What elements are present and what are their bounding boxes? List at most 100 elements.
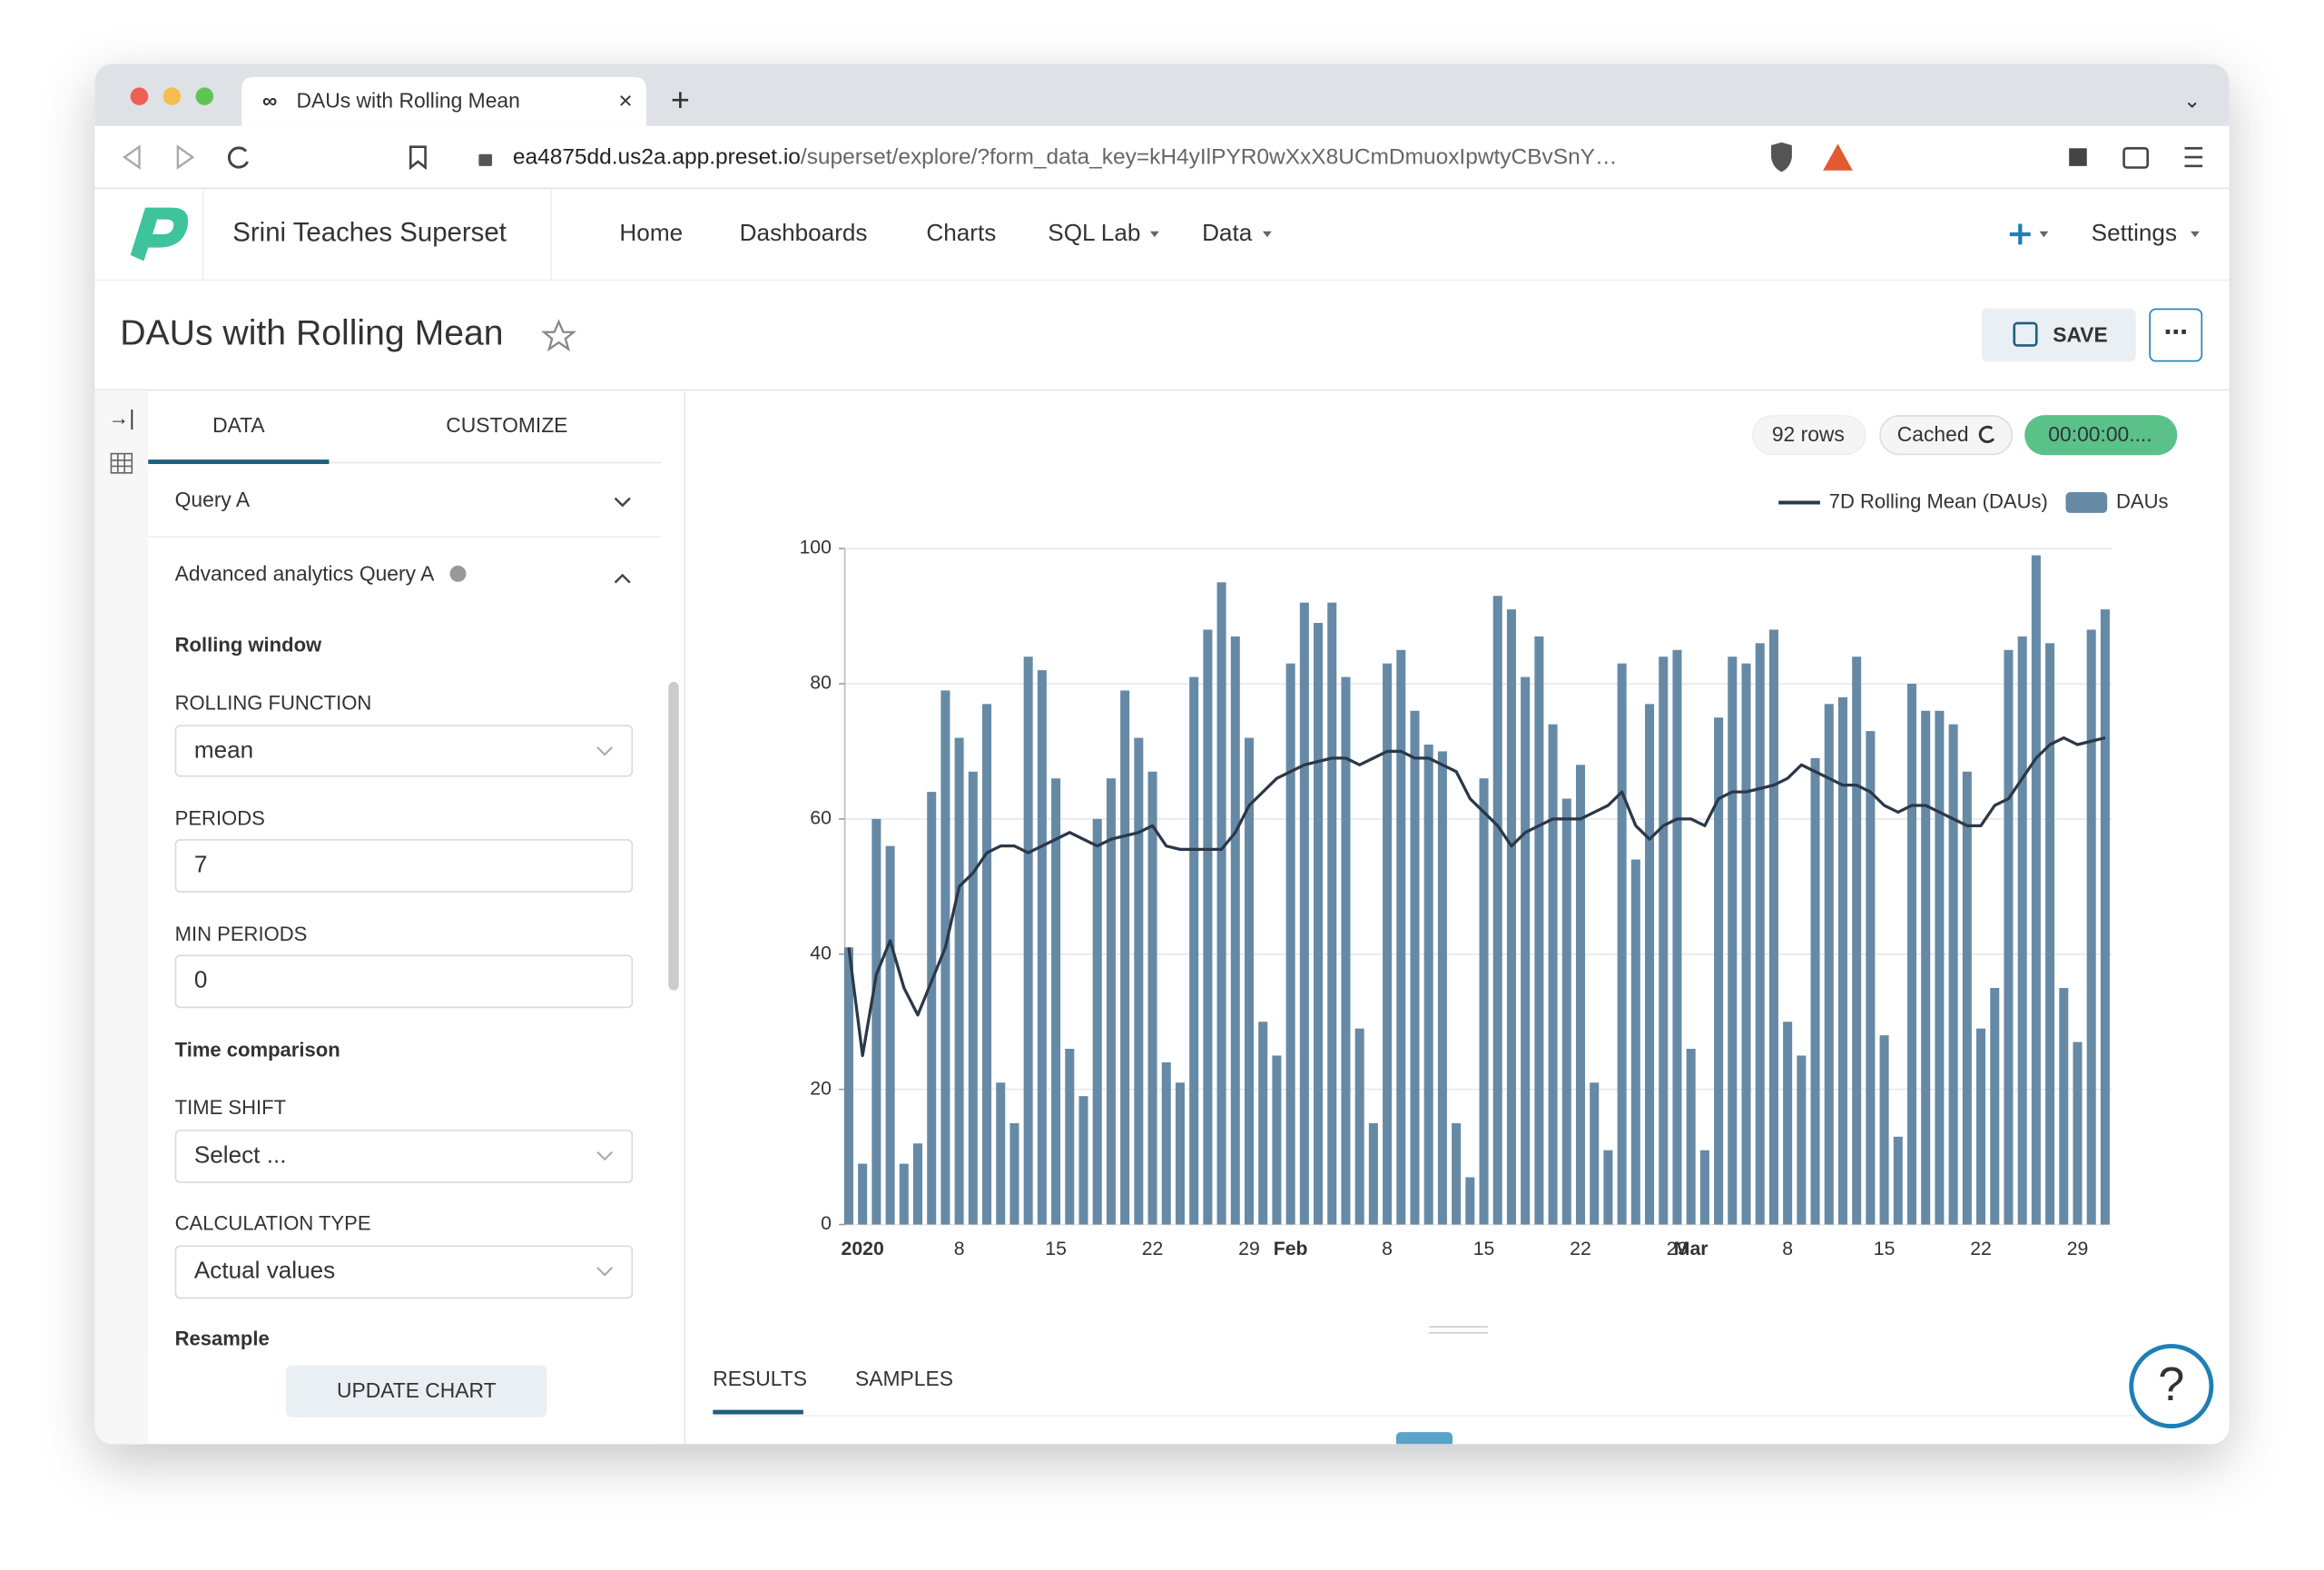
close-dot[interactable] xyxy=(131,87,149,105)
bar xyxy=(1286,664,1295,1225)
bar xyxy=(1590,1082,1599,1224)
bar xyxy=(1272,1055,1281,1224)
y-tick-label: 0 xyxy=(821,1213,832,1234)
section-header[interactable]: Advanced analytics Query A xyxy=(175,562,435,586)
url[interactable]: ea4875dd.us2a.app.preset.io/superset/exp… xyxy=(513,145,1618,170)
bar xyxy=(1493,596,1502,1224)
y-tick-label: 20 xyxy=(810,1078,832,1099)
bar xyxy=(1507,609,1516,1224)
settings[interactable]: Settings xyxy=(2092,219,2177,246)
x-tick-label: 15 xyxy=(1473,1239,1495,1259)
tab-results[interactable]: RESULTS xyxy=(713,1367,807,1390)
x-tick-label: 8 xyxy=(954,1239,965,1259)
control-label: TIME SHIFT xyxy=(175,1096,286,1119)
input[interactable] xyxy=(175,840,632,892)
bar xyxy=(1203,629,1212,1224)
tab-customize[interactable]: CUSTOMIZE xyxy=(446,413,567,437)
bar xyxy=(1327,603,1336,1225)
bar xyxy=(1134,738,1143,1225)
select-value: Actual values xyxy=(194,1257,335,1284)
bar xyxy=(1714,717,1723,1224)
tab-data[interactable]: DATA xyxy=(212,413,265,437)
bar xyxy=(1549,725,1558,1225)
update-label: UPDATE CHART xyxy=(337,1378,497,1402)
bar xyxy=(1756,643,1765,1224)
bar xyxy=(1231,637,1240,1225)
legend-label: DAUs xyxy=(2116,489,2169,512)
bar xyxy=(2032,556,2041,1225)
extensions[interactable] xyxy=(2069,148,2087,166)
nav-item[interactable]: SQL Lab xyxy=(1048,219,1140,246)
bar xyxy=(1038,670,1047,1224)
subsection: Time comparison xyxy=(175,1038,340,1061)
tab-samples[interactable]: SAMPLES xyxy=(855,1367,953,1390)
x-tick-label: 8 xyxy=(1382,1239,1393,1259)
bar xyxy=(1921,711,1930,1225)
bar xyxy=(1217,582,1226,1224)
bar xyxy=(858,1164,867,1225)
bar xyxy=(1687,1049,1696,1225)
bar xyxy=(927,792,936,1224)
rail xyxy=(94,391,148,1444)
collapse[interactable]: →| xyxy=(108,406,134,430)
bar xyxy=(1894,1137,1903,1225)
subsection: Resample xyxy=(175,1328,270,1350)
bar xyxy=(886,846,895,1225)
nav-item[interactable]: Data xyxy=(1202,219,1253,246)
bar xyxy=(1949,725,1958,1225)
bar xyxy=(1963,772,1972,1225)
new-tab[interactable]: + xyxy=(671,81,690,118)
tab-close[interactable]: × xyxy=(618,87,632,114)
scrollbar[interactable] xyxy=(668,682,678,991)
zoom-dot[interactable] xyxy=(196,87,214,105)
bar xyxy=(1078,1096,1088,1224)
x-tick-label: 22 xyxy=(1970,1239,1992,1259)
workspace[interactable]: Srini Teaches Superset xyxy=(232,218,507,248)
bar xyxy=(1783,1022,1792,1224)
minimize-dot[interactable] xyxy=(163,87,182,105)
x-tick-label: Feb xyxy=(1274,1239,1308,1259)
x-tick-label: 15 xyxy=(1045,1239,1067,1259)
save-label: SAVE xyxy=(2053,323,2108,347)
legend-label: 7D Rolling Mean (DAUs) xyxy=(1829,489,2048,512)
url-path: /superset/explore/?form_data_key=kH4yIlP… xyxy=(801,145,1618,170)
input[interactable] xyxy=(175,955,632,1007)
bar xyxy=(1645,704,1654,1224)
bar xyxy=(1355,1029,1364,1225)
tab-menu[interactable]: ⌄ xyxy=(2183,89,2201,113)
bar xyxy=(1521,677,1530,1225)
x-tick-label: 15 xyxy=(1874,1239,1896,1259)
info-icon[interactable] xyxy=(450,566,467,582)
bar xyxy=(900,1164,909,1225)
x-tick-label: 22 xyxy=(1570,1239,1591,1259)
nav-item[interactable]: Home xyxy=(619,219,683,246)
bar xyxy=(1700,1150,1709,1225)
bar xyxy=(2004,650,2013,1225)
bar xyxy=(1534,637,1543,1225)
tab-indicator xyxy=(148,459,329,464)
bar xyxy=(1659,657,1668,1224)
bar xyxy=(1424,745,1433,1225)
tab-indicator xyxy=(713,1410,803,1415)
x-tick-label: 2020 xyxy=(842,1239,884,1259)
x-tick-label: Mar xyxy=(1674,1239,1709,1259)
bar xyxy=(1009,1123,1019,1225)
bar xyxy=(996,1082,1005,1224)
bar xyxy=(844,947,853,1224)
section-header[interactable]: Query A xyxy=(175,488,251,511)
bar xyxy=(1410,711,1419,1225)
bar xyxy=(1811,758,1820,1225)
bar xyxy=(1314,623,1323,1225)
bar xyxy=(1631,860,1640,1225)
nav-item[interactable]: Dashboards xyxy=(740,219,868,246)
bar xyxy=(2087,629,2096,1224)
subsection: Rolling window xyxy=(175,634,322,657)
bar xyxy=(1093,819,1102,1225)
bar xyxy=(969,772,978,1225)
bar xyxy=(2018,637,2027,1225)
control-label: PERIODS xyxy=(175,807,265,830)
x-tick-label: 8 xyxy=(1782,1239,1793,1259)
nav-item[interactable]: Charts xyxy=(926,219,996,246)
bar xyxy=(1258,1022,1267,1224)
